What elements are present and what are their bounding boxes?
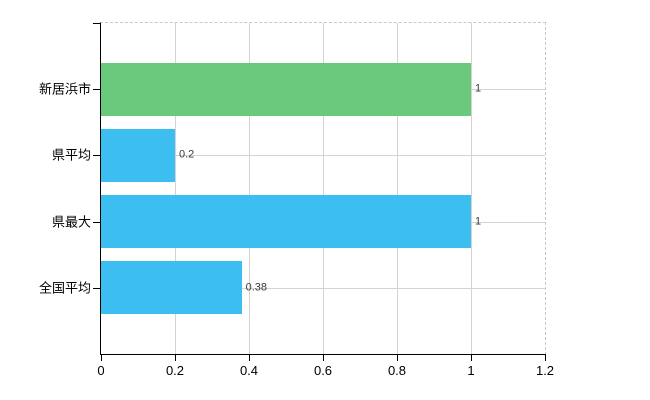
x-axis-tick (174, 354, 176, 361)
y-axis-label: 新居浜市 (38, 81, 91, 97)
x-axis-tick (471, 354, 472, 361)
x-axis-tick-label: 1 (467, 363, 475, 378)
y-axis-end-tick (93, 23, 101, 24)
y-axis-tick (93, 89, 101, 91)
y-axis-tick (93, 221, 101, 223)
x-axis-tick-label: 0 (97, 363, 105, 378)
x-axis-tick (101, 354, 102, 361)
x-axis-tick-label: 0.8 (387, 363, 407, 378)
horizontal-gridline (101, 155, 545, 157)
y-axis-label: 県最大 (51, 214, 91, 230)
x-axis-tick (545, 354, 546, 361)
y-axis-label: 県平均 (51, 147, 91, 163)
x-axis-tick-label: 0.6 (313, 363, 333, 378)
bar (101, 62, 471, 116)
y-axis-tick (93, 287, 101, 289)
bar-value-label: 0.38 (245, 281, 268, 294)
vertical-gridline (471, 23, 472, 354)
bar-value-label: 0.2 (178, 148, 195, 161)
plot-area: 1 0.2 1 0.38 新居浜市県平均県最大全国平均 0 0.2 0.4 0.6 0.8 1 1.2 (39, 22, 554, 378)
x-axis-tick-label: 0.2 (165, 363, 185, 378)
bar-value-label: 1 (475, 215, 482, 228)
vertical-gridline (174, 23, 176, 354)
horizontal-gridline (101, 287, 545, 289)
bar (101, 128, 175, 182)
y-axis-label: 全国平均 (38, 280, 91, 296)
vertical-gridline (396, 23, 398, 354)
x-axis-tick-label: 1.2 (535, 363, 555, 378)
vertical-gridline (248, 23, 250, 354)
x-axis-tick (396, 354, 398, 361)
vertical-gridline (323, 23, 324, 354)
x-axis-tick-label: 0.4 (239, 363, 259, 378)
bar (101, 195, 471, 249)
bar (101, 261, 242, 315)
bar-value-label: 1 (475, 82, 482, 95)
x-axis-tick (323, 354, 324, 361)
x-axis-tick (248, 354, 250, 361)
y-axis-tick (93, 155, 101, 157)
